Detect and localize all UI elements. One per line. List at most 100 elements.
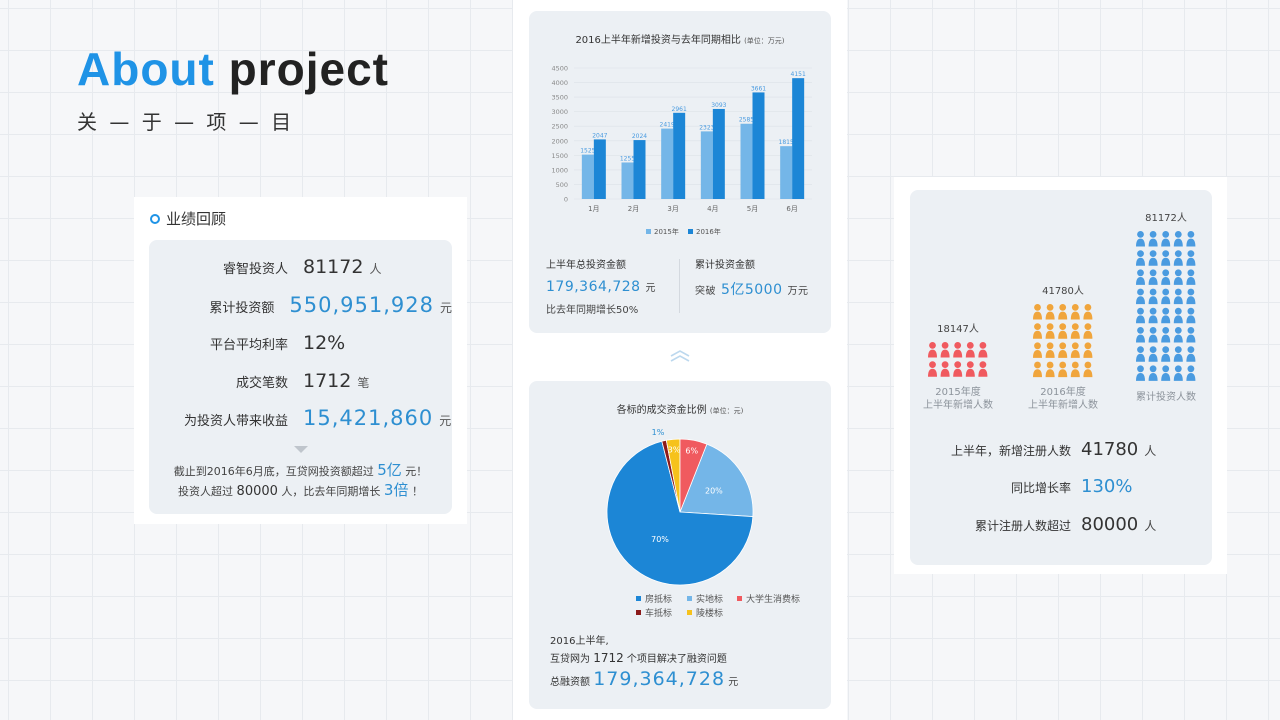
summary-text: 互贷网为 <box>550 654 590 665</box>
person-head <box>1046 342 1054 350</box>
person-head <box>1174 346 1182 353</box>
bar <box>780 146 793 199</box>
person-head <box>1187 365 1195 373</box>
person-head <box>1034 361 1041 369</box>
person-head <box>954 342 962 349</box>
middle-column: 2016上半年新增投资与去年同期相比 (单位：万元) 0 500 1000 1500 2… <box>513 0 847 720</box>
stat-unit: 人 <box>1144 444 1157 458</box>
person-head <box>1084 323 1092 330</box>
person-body <box>1045 350 1055 358</box>
stat-label: 平台平均利率 <box>209 338 288 353</box>
person-body <box>1161 277 1171 285</box>
hero: About project 关 — 于 — 项 — 目 <box>77 42 389 135</box>
person-icon <box>1173 365 1183 381</box>
stat-investors: 睿智投资人 81172 人 <box>149 256 452 286</box>
person-icon <box>1083 342 1093 358</box>
person-head <box>941 361 949 368</box>
note-number: 80000 <box>236 484 278 499</box>
legend-swatch <box>688 229 693 234</box>
person-icon <box>1045 361 1055 378</box>
person-body <box>1033 330 1042 339</box>
stat-label: 累计投资额 <box>209 301 275 316</box>
person-head <box>1137 288 1144 296</box>
stat-value: 550,951,928 <box>289 293 434 317</box>
person-head <box>1162 269 1170 277</box>
legend-swatch <box>687 596 692 601</box>
bar-chart-title: 2016上半年新增投资与去年同期相比 (单位：万元) <box>529 31 831 46</box>
person-head <box>1071 304 1079 311</box>
investors-panel: 18147人 2015年度 上半年新增人数 41780人 2016年度 上半年新… <box>894 177 1227 574</box>
note-highlight: 3倍 <box>383 481 409 499</box>
total-label: 上半年总投资金额 <box>546 260 626 271</box>
data-label: 2024 <box>632 133 647 140</box>
people-count: 81172人 <box>1145 213 1187 224</box>
pie-summary-line-3: 总融资额 179,364,728 元 <box>550 668 738 690</box>
person-head <box>1174 327 1182 334</box>
person-body <box>1173 257 1183 266</box>
pie-slice <box>679 443 754 518</box>
person-head <box>1162 346 1170 353</box>
person-icon <box>1136 250 1145 266</box>
bar-chart-unit: (单位：万元) <box>744 37 785 45</box>
person-icon <box>953 361 963 377</box>
person-body <box>1173 373 1183 381</box>
people-group-2016: 41780人 2016年度 上半年新增人数 <box>1028 282 1098 412</box>
stat-label: 成交笔数 <box>235 376 288 391</box>
bar <box>700 131 713 199</box>
person-icon <box>1083 323 1093 339</box>
data-label: 3661 <box>751 85 766 92</box>
person-body <box>1058 330 1068 339</box>
data-label: 2047 <box>592 132 607 139</box>
legend-label: 陵楼标 <box>696 609 724 619</box>
half-year-total: 上半年总投资金额 179,364,728 元 比去年同期增长50% <box>546 256 656 316</box>
person-body <box>1173 277 1183 285</box>
person-body <box>1136 277 1145 285</box>
person-head <box>1149 365 1157 373</box>
stat-unit: 人 <box>1144 519 1157 533</box>
person-icon <box>940 361 950 377</box>
people-icon-grid <box>1136 231 1196 381</box>
data-label: 1525 <box>580 148 595 155</box>
stat-yoy-growth: 同比增长率 130% <box>910 476 1212 504</box>
pie-slice-label: 3% <box>668 445 681 454</box>
stat-value: 130% <box>1081 476 1133 497</box>
person-body <box>1136 296 1145 305</box>
x-tick-label: 3月 <box>667 205 678 213</box>
note-text: ！ <box>411 485 423 498</box>
review-panel: 业绩回顾 睿智投资人 81172 人 累计投资额 550,951,928 元 平… <box>134 197 467 524</box>
bar <box>673 112 686 199</box>
person-body <box>1148 315 1158 324</box>
data-label: 2585 <box>739 117 754 124</box>
person-head <box>1162 288 1170 296</box>
person-body <box>1186 238 1196 247</box>
person-body <box>978 368 988 377</box>
person-body <box>928 368 937 377</box>
review-title: 业绩回顾 <box>166 210 227 228</box>
person-head <box>1137 231 1144 238</box>
data-label: 3093 <box>711 102 726 109</box>
person-icon <box>1058 361 1068 378</box>
person-body <box>1186 315 1196 324</box>
person-body <box>1070 330 1080 339</box>
person-icon <box>940 342 950 358</box>
y-tick-label: 1000 <box>551 166 568 174</box>
person-icon <box>1148 327 1158 343</box>
legend-label: 2016年 <box>696 227 721 236</box>
y-tick-label: 4500 <box>551 65 568 73</box>
pie-legend-item: 大学生消费标 <box>737 592 800 605</box>
note-text: 投资人超过 <box>178 485 234 498</box>
pie-chart-card: 各标的成交资金比例 (单位：元) 20% 70% 1% 3% 6% 房抵标 实地标 大学… <box>529 381 831 709</box>
person-head <box>1071 342 1079 350</box>
person-icon <box>1033 361 1042 378</box>
person-icon <box>1148 307 1158 324</box>
person-icon <box>1058 342 1068 358</box>
person-head <box>1137 346 1144 353</box>
person-icon <box>1045 342 1055 358</box>
person-icon <box>1136 231 1145 247</box>
person-body <box>1186 277 1196 285</box>
pie-legend-item: 陵楼标 <box>687 606 723 619</box>
person-icon <box>1161 365 1171 381</box>
person-icon <box>1173 327 1183 343</box>
y-tick-label: 500 <box>556 181 568 189</box>
person-body <box>1186 257 1196 266</box>
